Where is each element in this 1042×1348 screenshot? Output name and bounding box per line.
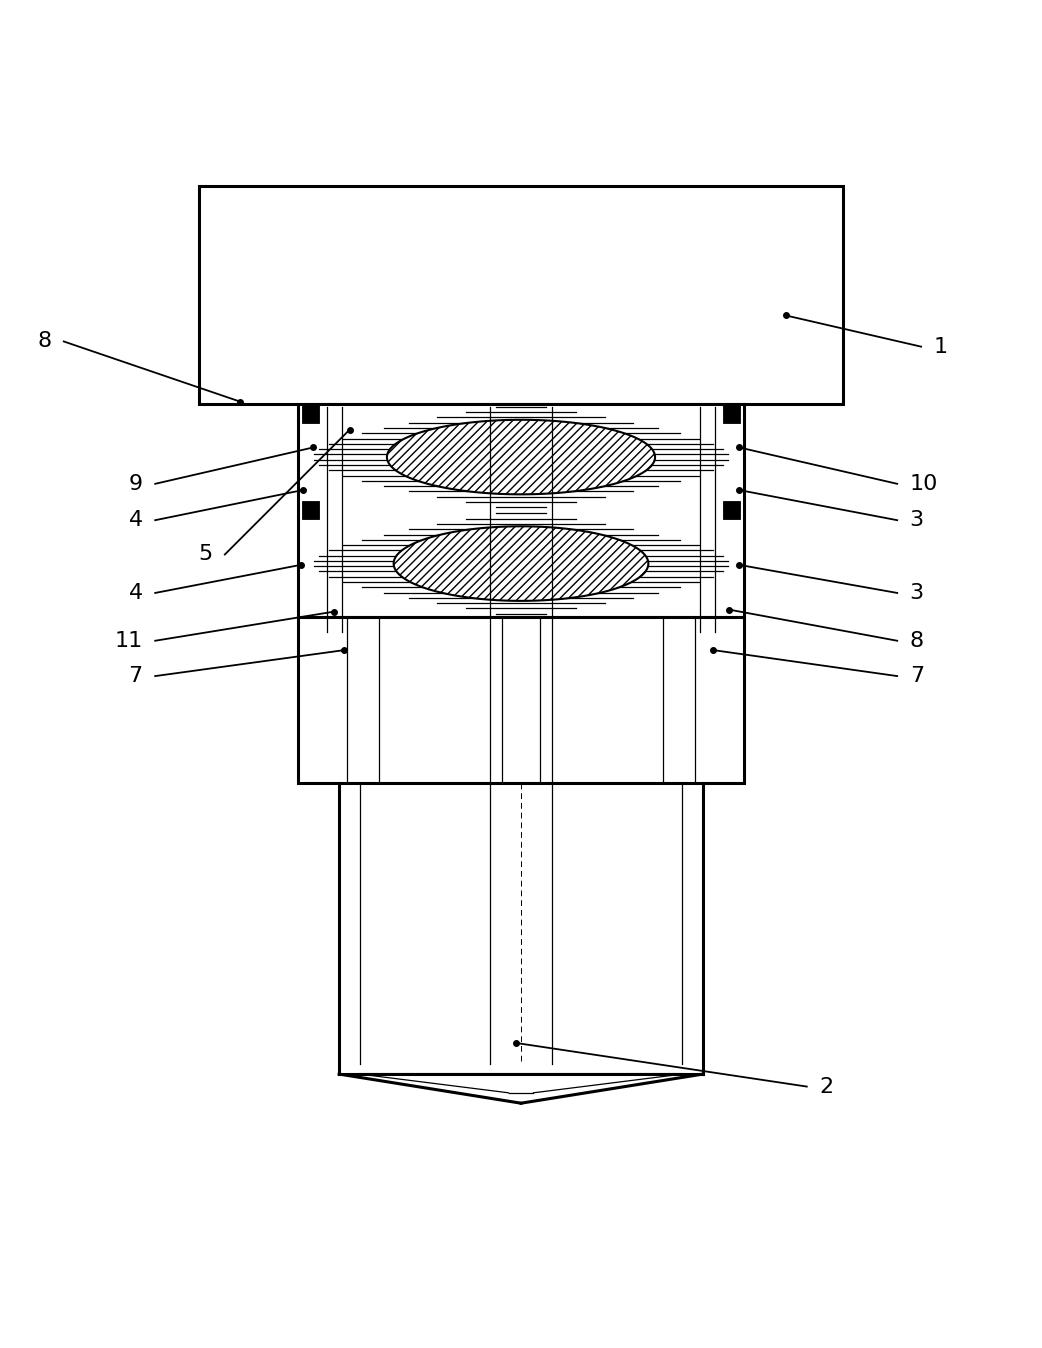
Polygon shape <box>394 526 648 601</box>
Text: 8: 8 <box>38 332 51 352</box>
Bar <box>722 404 740 422</box>
Text: 10: 10 <box>910 474 938 493</box>
Text: 7: 7 <box>910 666 924 686</box>
Text: 1: 1 <box>934 337 947 357</box>
Text: 9: 9 <box>128 474 143 493</box>
Bar <box>199 186 843 404</box>
Bar <box>298 404 744 617</box>
Text: 3: 3 <box>910 582 924 603</box>
Text: 2: 2 <box>819 1077 834 1096</box>
Bar <box>722 501 740 519</box>
Text: 8: 8 <box>910 631 924 651</box>
Text: 3: 3 <box>910 510 924 530</box>
Text: 4: 4 <box>128 582 143 603</box>
Text: 4: 4 <box>128 510 143 530</box>
Text: 5: 5 <box>198 545 213 565</box>
Bar <box>302 404 320 422</box>
Text: 11: 11 <box>115 631 143 651</box>
Bar <box>298 617 744 783</box>
Text: 7: 7 <box>128 666 143 686</box>
Polygon shape <box>387 419 655 495</box>
Bar <box>302 501 320 519</box>
